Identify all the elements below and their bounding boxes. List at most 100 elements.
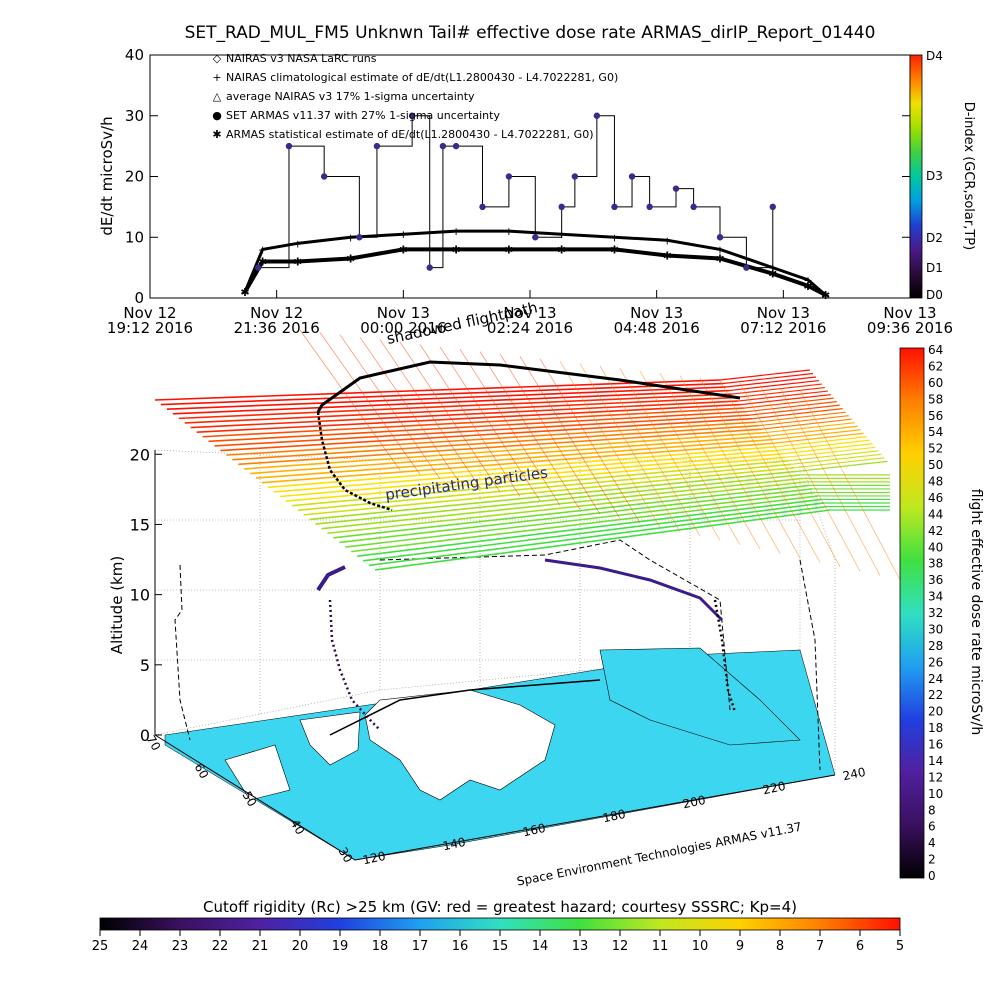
nairas-marker: +	[346, 231, 355, 244]
y-tick-label: 0	[134, 289, 144, 307]
armas-measured-point	[672, 185, 680, 192]
slab-line	[220, 417, 753, 452]
globe-footer-label: Space Environment Technologies ARMAS v11…	[516, 820, 803, 889]
slab-hatch	[299, 329, 401, 471]
rate-tick-label: 32	[928, 606, 943, 620]
slab-hatch	[579, 363, 681, 532]
armas-measured-point	[320, 173, 328, 180]
y-tick-label: 30	[125, 107, 144, 125]
dose-rate-slab	[154, 329, 901, 581]
z-tick-label: 5	[140, 656, 150, 675]
rate-tick-label: 16	[928, 738, 943, 752]
slab-line	[202, 407, 744, 438]
rate-tick-label: 44	[928, 507, 943, 521]
armas-measured-point	[505, 173, 513, 180]
slab-hatch	[499, 353, 601, 515]
rate-tick-label: 18	[928, 721, 943, 735]
lon-tick-label: 220	[762, 779, 787, 797]
y-tick-label: 10	[125, 228, 144, 246]
nairas-marker: +	[610, 231, 619, 244]
x-tick-label-time: 04:48 2016	[614, 319, 700, 337]
slab-hatch	[439, 346, 541, 502]
x-tick-label-time: 07:12 2016	[740, 319, 826, 337]
slab-hatch	[719, 380, 821, 563]
rate-tick-label: 8	[928, 803, 936, 817]
x-tick-label-date: Nov 12	[123, 304, 176, 322]
slab-hatch	[519, 356, 621, 519]
x-tick-label-date: Nov 12	[250, 304, 303, 322]
slab-line	[184, 396, 735, 424]
slab-line	[339, 488, 813, 544]
slab-hatch	[799, 389, 901, 581]
x-tick-label-date: Nov 13	[503, 304, 556, 322]
rate-tick-label: 40	[928, 540, 943, 554]
flight-path-ground-track	[329, 679, 601, 736]
armas-measured-point	[254, 264, 262, 271]
slab-hatch	[339, 334, 441, 480]
slab-hatch	[599, 365, 701, 537]
slab-line-edge	[728, 379, 819, 392]
rate-tick-label: 26	[928, 655, 943, 669]
nairas-marker: +	[663, 234, 672, 247]
armas-measured-point	[628, 173, 636, 180]
cutoff-tick-label: 21	[252, 939, 269, 954]
slab-line	[160, 382, 724, 406]
cutoff-colorbar-ticks: 25 24 23 22 21 20 19 18 17 16 15 14 13 12 11 10 9 8 7 6 5	[92, 930, 904, 954]
armas-measured-point	[690, 203, 697, 211]
rate-tick-label: 36	[928, 573, 943, 587]
armas-measured-point	[716, 234, 724, 241]
legend-symbol: +	[212, 71, 221, 84]
cutoff-tick-label: 23	[172, 939, 189, 954]
armas-stat-marker: ✱	[452, 243, 461, 256]
dindex-colorbar	[909, 54, 923, 299]
nairas-marker: +	[240, 286, 249, 299]
lat-tick-label: 70	[144, 733, 164, 753]
dindex-tick-label: D3	[926, 169, 943, 183]
z-tick-label: 20	[130, 445, 150, 464]
dose-rate-colorbar-label: flight effective dose rate microSv/h	[968, 489, 984, 735]
cutoff-tick-label: 16	[452, 939, 469, 954]
slab-line	[256, 438, 771, 479]
slab-line	[363, 502, 825, 562]
dindex-colorbar-ticks: D4 D3 D2 D1 D0	[926, 49, 943, 302]
armas-stat-marker: ✱	[803, 280, 812, 293]
slab-line-edge	[797, 460, 888, 472]
armas-measured-point	[769, 203, 776, 211]
top-y-label: dE/dt microSv/h	[98, 116, 116, 235]
dindex-tick-label: D1	[926, 261, 943, 275]
lat-tick-label: 50	[240, 789, 260, 809]
armas-stat-marker: ✱	[663, 249, 672, 262]
slab-line	[273, 449, 780, 493]
armas-stat-marker: ✱	[399, 243, 408, 256]
cutoff-tick-label: 9	[736, 939, 744, 954]
x-tick-label-date: Nov 13	[757, 304, 810, 322]
slab-line	[154, 379, 721, 401]
armas-measured-point	[743, 264, 750, 271]
armas-measured-point	[439, 142, 447, 150]
slab-line	[351, 495, 819, 553]
lon-tick-label: 200	[682, 793, 707, 811]
y-tick-label: 40	[125, 46, 144, 64]
armas-stat-marker: ✱	[346, 253, 355, 266]
slab-line	[238, 428, 762, 466]
slab-line-edge	[743, 397, 834, 409]
lon-tick-label: 160	[522, 821, 547, 839]
lat-tick-label: 60	[192, 761, 212, 781]
dindex-tick-label: D2	[926, 231, 943, 245]
legend-symbol: ✱	[212, 128, 221, 141]
rate-tick-label: 60	[928, 376, 943, 390]
armas-measured-point	[452, 142, 460, 150]
nairas-marker: +	[258, 243, 267, 256]
rate-tick-label: 50	[928, 458, 943, 472]
slab-line	[226, 421, 756, 456]
armas-measured-point	[558, 203, 565, 211]
slab-hatch	[739, 382, 841, 567]
rate-tick-label: 14	[928, 754, 943, 768]
slab-hatch	[619, 368, 721, 541]
armas-measured-point	[593, 112, 601, 119]
slab-hatch	[559, 360, 661, 528]
x-tick-label-date: Nov 13	[630, 304, 683, 322]
slab-line-edge	[776, 436, 867, 448]
